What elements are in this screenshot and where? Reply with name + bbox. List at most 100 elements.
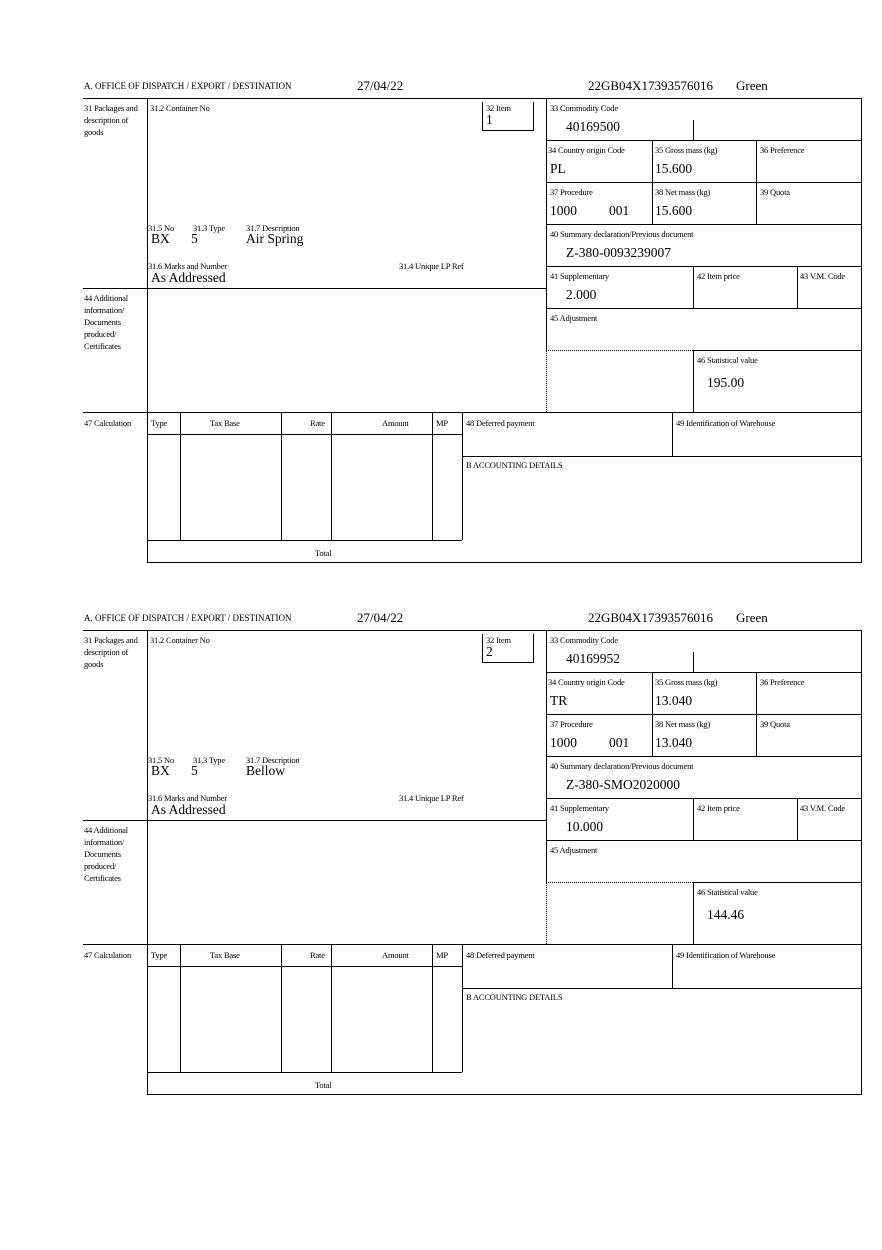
declaration-reference: 22GB04X17393576016 — [588, 78, 713, 93]
divider — [462, 412, 463, 540]
net-value: 13.040 — [655, 735, 693, 750]
divider — [147, 562, 862, 563]
gross-value: 15.600 — [655, 161, 693, 176]
item-label: 32 Item — [486, 635, 511, 645]
net-label: 38 Net mass (kg) — [655, 719, 711, 729]
marks-label: 31.6 Marks and Number — [148, 793, 227, 803]
divider — [281, 412, 282, 540]
divider — [672, 944, 673, 988]
deferred-label: 48 Deferred payment — [466, 950, 535, 960]
total-label: Total — [315, 548, 332, 558]
divider — [693, 882, 694, 944]
item-value: 1 — [486, 112, 493, 127]
additional-info-label: 44 Additional information/ Documents pro… — [84, 293, 128, 351]
route: Green — [736, 610, 768, 625]
vm-code-label: 43 V.M. Code — [800, 803, 845, 813]
preference-label: 36 Preference — [760, 145, 805, 155]
divider — [147, 1094, 862, 1095]
declaration-item-form: A. OFFICE OF DISPATCH / EXPORT / DESTINA… — [0, 78, 882, 598]
unique-ref-label: 31.4 Unique LP Ref — [399, 793, 464, 803]
calculation-label: 47 Calculation — [84, 418, 132, 428]
divider — [281, 944, 282, 1072]
col-rate: Rate — [310, 950, 325, 960]
supplementary-value: 10.000 — [566, 819, 604, 834]
deferred-label: 48 Deferred payment — [466, 418, 535, 428]
procedure-label: 37 Procedure — [550, 187, 593, 197]
commodity-label: 33 Commodity Code — [550, 635, 618, 645]
divider — [147, 98, 148, 562]
description-label: 31.7 Description — [246, 755, 300, 765]
item-box — [482, 102, 534, 131]
col-type: Type — [151, 950, 168, 960]
container-label: 31.2 Container No — [150, 103, 210, 113]
divider — [672, 412, 673, 456]
packages-label: 31 Packages and description of goods — [84, 103, 138, 137]
divider — [432, 944, 433, 1072]
divider — [331, 412, 332, 540]
supplementary-value: 2.000 — [566, 287, 597, 302]
no-label: 31.5 No — [148, 755, 174, 765]
divider — [546, 308, 862, 309]
quota-label: 39 Quota — [760, 719, 790, 729]
divider — [693, 120, 694, 140]
calculation-label: 47 Calculation — [84, 950, 132, 960]
gross-label: 35 Gross mass (kg) — [655, 145, 718, 155]
commodity-value: 40169500 — [566, 119, 620, 134]
divider — [693, 882, 862, 883]
description-value: Bellow — [246, 763, 285, 778]
country-value: TR — [550, 693, 568, 708]
country-value: PL — [550, 161, 566, 176]
divider — [546, 672, 862, 673]
divider — [756, 140, 757, 224]
col-tax-base: Tax Base — [210, 418, 240, 428]
divider — [432, 412, 433, 540]
quota-label: 39 Quota — [760, 187, 790, 197]
statistical-value: 195.00 — [707, 375, 745, 390]
divider — [83, 98, 862, 99]
divider — [693, 652, 694, 672]
marks-value: As Addressed — [151, 270, 226, 285]
divider — [462, 944, 463, 1072]
statistical-label: 46 Statistical value — [697, 355, 758, 365]
packages-label: 31 Packages and description of goods — [84, 635, 138, 669]
date: 27/04/22 — [357, 610, 404, 625]
vm-code-label: 43 V.M. Code — [800, 271, 845, 281]
procedure-extra-value: 001 — [609, 203, 630, 218]
country-label: 34 Country origin Code — [548, 677, 625, 687]
divider — [546, 350, 547, 412]
divider — [861, 630, 862, 1094]
preference-label: 36 Preference — [760, 677, 805, 687]
date: 27/04/22 — [357, 78, 404, 93]
type-value: 5 — [191, 763, 198, 778]
divider — [797, 798, 798, 840]
item-price-label: 42 Item price — [697, 803, 740, 813]
description-label: 31.7 Description — [246, 223, 300, 233]
adjustment-label: 45 Adjustment — [550, 845, 598, 855]
divider — [861, 98, 862, 562]
item-box — [482, 634, 534, 663]
procedure-value: 1000 — [550, 203, 577, 218]
summary-value: Z-380-SMO2020000 — [566, 777, 680, 792]
office-header: A. OFFICE OF DISPATCH / EXPORT / DESTINA… — [84, 81, 292, 91]
accounting-label: B ACCOUNTING DETAILS — [466, 992, 563, 1002]
declaration-item-form: A. OFFICE OF DISPATCH / EXPORT / DESTINA… — [0, 610, 882, 1130]
divider — [546, 350, 693, 351]
divider — [546, 798, 862, 799]
accounting-label: B ACCOUNTING DETAILS — [466, 460, 563, 470]
divider — [180, 412, 181, 540]
no-label: 31.5 No — [148, 223, 174, 233]
col-mp: MP — [436, 418, 448, 428]
divider — [693, 350, 694, 412]
item-value: 2 — [486, 644, 493, 659]
col-type: Type — [151, 418, 168, 428]
divider — [546, 266, 862, 267]
supplementary-label: 41 Supplementary — [550, 803, 609, 813]
marks-value: As Addressed — [151, 802, 226, 817]
divider — [546, 224, 862, 225]
additional-info-label: 44 Additional information/ Documents pro… — [84, 825, 128, 883]
divider — [546, 882, 547, 944]
col-tax-base: Tax Base — [210, 950, 240, 960]
total-label: Total — [315, 1080, 332, 1090]
adjustment-label: 45 Adjustment — [550, 313, 598, 323]
